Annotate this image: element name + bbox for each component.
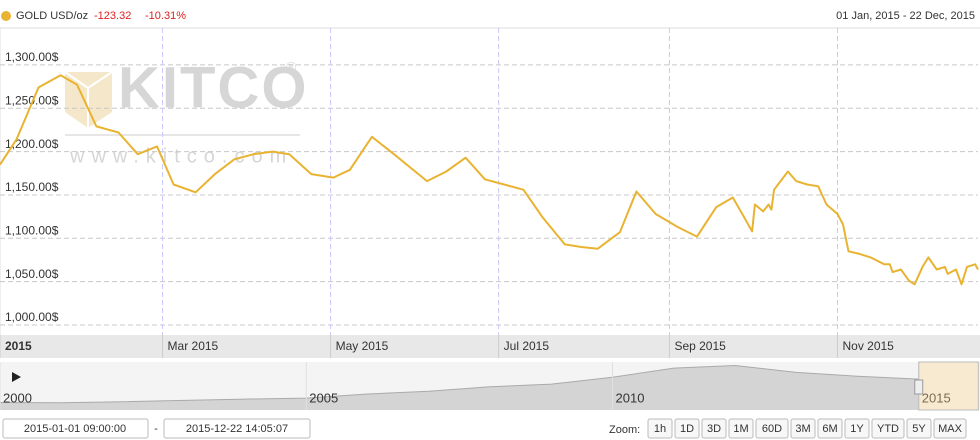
- watermark-registered: ®: [286, 59, 297, 75]
- separator: -: [154, 423, 158, 435]
- zoom-button[interactable]: [933, 418, 967, 439]
- y-tick-label: 1,050.00$: [5, 267, 59, 281]
- zoom-button-label: 60D: [762, 423, 782, 435]
- y-tick-label: 1,150.00$: [5, 180, 59, 194]
- zoom-button-label: 3D: [707, 423, 721, 435]
- zoom-button-label: 5Y: [912, 423, 926, 435]
- zoom-button[interactable]: [728, 418, 754, 439]
- zoom-button-label: 1h: [654, 423, 666, 435]
- zoom-button-label: 3M: [795, 423, 810, 435]
- zoom-button[interactable]: [701, 418, 727, 439]
- x-tick-label: Jul 2015: [504, 339, 550, 353]
- zoom-button[interactable]: [817, 418, 843, 439]
- zoom-label: Zoom:: [609, 424, 640, 436]
- navigator-label: 2005: [309, 390, 338, 405]
- navigator-label: 2015: [922, 390, 951, 405]
- play-button[interactable]: [12, 372, 21, 382]
- navigator-line: [0, 364, 919, 404]
- y-tick-label: 1,300.00$: [5, 50, 59, 64]
- legend-name: GOLD USD/oz: [16, 10, 88, 22]
- from-input[interactable]: [2, 418, 149, 439]
- change-pct: -10.31%: [145, 10, 186, 22]
- to-date: 2015-12-22 14:05:07: [186, 423, 288, 435]
- zoom-button[interactable]: [906, 418, 932, 439]
- zoom-button[interactable]: [755, 418, 789, 439]
- watermark-logo: KITCO: [118, 55, 308, 120]
- change: -123.32: [94, 10, 131, 22]
- x-tick-label: May 2015: [336, 339, 389, 353]
- x-tick-label: 2015: [5, 339, 32, 353]
- x-axis-band: [0, 335, 980, 358]
- navigator-label: 2000: [3, 390, 32, 405]
- zoom-button-label: 1Y: [850, 423, 864, 435]
- watermark-url: www.kitco.com: [69, 145, 293, 167]
- zoom-button[interactable]: [674, 418, 700, 439]
- date-range: 01 Jan, 2015 - 22 Dec, 2015: [836, 10, 975, 22]
- zoom-button[interactable]: [790, 418, 816, 439]
- from-date: 2015-01-01 09:00:00: [24, 423, 126, 435]
- y-tick-label: 1,100.00$: [5, 223, 59, 237]
- zoom-button-label: MAX: [938, 423, 963, 435]
- price-line: [0, 74, 979, 286]
- zoom-button[interactable]: [844, 418, 870, 439]
- y-tick-label: 1,200.00$: [5, 137, 59, 151]
- x-tick-label: Mar 2015: [168, 339, 219, 353]
- x-tick-label: Sep 2015: [674, 339, 726, 353]
- navigator-area: [0, 365, 919, 410]
- zoom-button-label: 1M: [733, 423, 748, 435]
- zoom-button[interactable]: [647, 418, 673, 439]
- navigator-handle[interactable]: [914, 379, 924, 395]
- zoom-button-label: 6M: [822, 423, 837, 435]
- navigator-selection[interactable]: [918, 361, 979, 411]
- y-tick-label: 1,000.00$: [5, 310, 59, 324]
- y-tick-label: 1,250.00$: [5, 93, 59, 107]
- zoom-button-label: YTD: [877, 423, 899, 435]
- x-tick-label: Nov 2015: [842, 339, 894, 353]
- navigator-label: 2010: [616, 390, 645, 405]
- zoom-button-label: 1D: [680, 423, 694, 435]
- legend-dot: [1, 11, 11, 21]
- zoom-button[interactable]: [871, 418, 905, 439]
- to-input[interactable]: [163, 418, 311, 439]
